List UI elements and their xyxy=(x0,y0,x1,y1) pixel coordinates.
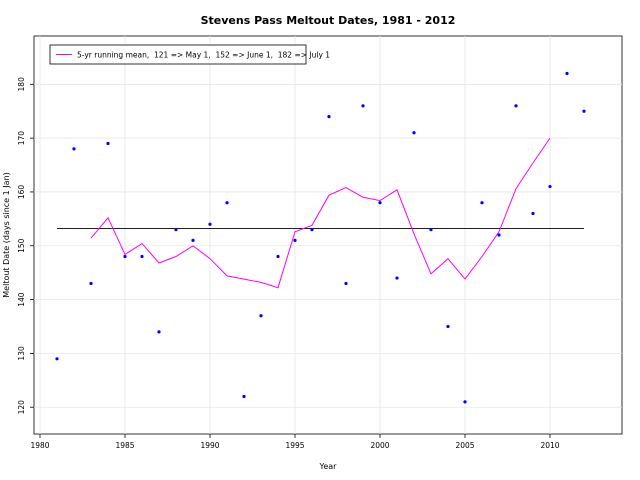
data-point xyxy=(123,254,127,259)
gridlines xyxy=(34,36,622,434)
data-point xyxy=(497,233,501,237)
y-tick-label: 160 xyxy=(17,185,26,200)
data-point xyxy=(548,184,552,189)
x-tick-label: 1995 xyxy=(285,441,304,450)
data-point xyxy=(327,114,331,119)
data-point xyxy=(89,281,93,286)
running-mean-line xyxy=(90,137,551,289)
data-point xyxy=(310,228,314,232)
y-tick-label: 150 xyxy=(17,238,26,253)
data-point xyxy=(140,254,144,259)
data-point xyxy=(293,238,297,242)
data-point xyxy=(276,254,280,259)
chart-title: Stevens Pass Meltout Dates, 1981 - 2012 xyxy=(201,14,456,27)
x-tick-label: 2005 xyxy=(455,441,474,450)
data-point xyxy=(55,357,59,361)
data-point xyxy=(429,228,433,232)
y-tick-label: 120 xyxy=(17,400,26,415)
data-point xyxy=(225,201,229,205)
x-axis-ticks: 1980 1985 1990 1995 2000 2005 2010 xyxy=(30,434,560,450)
y-tick-label: 130 xyxy=(17,346,26,361)
meltout-points-series xyxy=(55,71,586,404)
data-point xyxy=(157,330,161,334)
data-point xyxy=(531,211,535,216)
legend: 5-yr running mean, 121 => May 1, 152 => … xyxy=(49,44,330,65)
legend-box xyxy=(49,44,307,65)
data-point xyxy=(191,238,195,242)
y-axis-title: Meltout Date (days since 1 Jan) xyxy=(2,172,11,297)
x-tick-label: 1990 xyxy=(200,441,219,450)
data-point xyxy=(208,222,212,226)
data-point xyxy=(582,109,586,113)
data-point xyxy=(514,104,518,108)
x-tick-label: 2000 xyxy=(370,441,389,450)
x-tick-label: 1985 xyxy=(115,441,134,450)
y-tick-label: 170 xyxy=(17,131,26,146)
data-point xyxy=(378,201,382,205)
plot-border xyxy=(33,35,623,435)
y-tick-label: 180 xyxy=(17,77,26,92)
data-point xyxy=(72,147,76,151)
data-point xyxy=(174,228,178,232)
running-mean-series xyxy=(90,137,551,289)
data-point xyxy=(395,276,399,280)
x-axis-title: Year xyxy=(319,462,338,471)
data-point xyxy=(106,141,110,146)
data-point xyxy=(344,281,348,286)
data-point xyxy=(463,400,467,404)
x-tick-label: 2010 xyxy=(540,441,559,450)
data-point xyxy=(565,71,569,76)
legend-label-running-mean: 5-yr running mean, 121 => May 1, 152 => … xyxy=(77,51,330,60)
data-point xyxy=(242,394,246,399)
data-point xyxy=(446,324,450,329)
data-point xyxy=(412,131,416,135)
data-point xyxy=(480,201,484,205)
data-point xyxy=(361,104,365,108)
y-tick-label: 140 xyxy=(17,292,26,307)
x-tick-label: 1980 xyxy=(30,441,49,450)
y-axis-ticks: 120 130 140 150 160 170 180 xyxy=(17,77,34,414)
data-point xyxy=(259,314,263,318)
